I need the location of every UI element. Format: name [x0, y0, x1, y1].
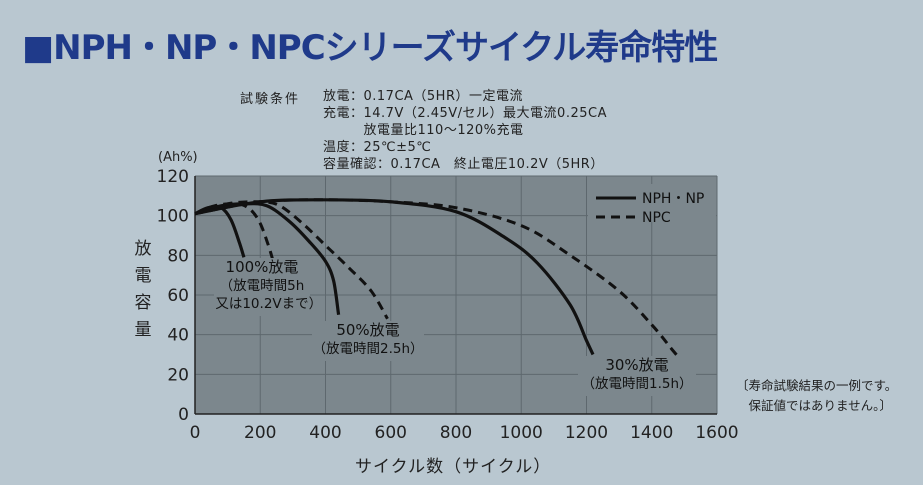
y-axis-unit: (Ah%)	[158, 150, 198, 165]
annotation-label: 100%放電	[226, 258, 299, 276]
legend-label: NPH・NP	[642, 191, 704, 207]
test-conditions-label: 試験条件	[240, 92, 301, 107]
x-axis-label: サイクル数（サイクル）	[355, 457, 552, 477]
test-conditions: 放電：0.17CA（5HR）一定電流 充電：14.7V（2.45V/セル）最大電…	[323, 88, 607, 173]
condition-line: 放電：0.17CA（5HR）一定電流	[323, 89, 523, 104]
y-axis-label: 放電容量	[134, 239, 152, 340]
y-tick-label: 0	[178, 405, 189, 425]
x-tick-label: 1200	[565, 423, 608, 443]
npc-series-line	[194, 200, 389, 320]
y-tick-label: 100	[157, 207, 189, 227]
nph-np-series-line	[194, 205, 246, 258]
annotation-label: 30%放電	[605, 356, 668, 374]
annotation-label: （放電時間5h	[220, 278, 305, 294]
y-tick-label: 60	[167, 286, 189, 306]
y-tick-label: 20	[167, 365, 189, 385]
x-tick-label: 1000	[500, 423, 543, 443]
annotation-label: 50%放電	[336, 321, 399, 339]
annotation-bg	[312, 321, 424, 361]
y-tick-label: 40	[167, 326, 189, 346]
y-tick-label: 80	[167, 246, 189, 266]
x-tick-label: 1600	[695, 423, 738, 443]
footnote-line: 〔寿命試験結果の一例です。	[736, 378, 898, 393]
chart-title: ■NPH・NP・NPCシリーズサイクル寿命特性	[22, 28, 718, 68]
legend-box	[588, 184, 716, 222]
condition-line: 温度：25℃±5℃	[323, 140, 432, 155]
legend-label: NPC	[642, 210, 671, 226]
annotation-label: （放電時間1.5h）	[581, 376, 692, 392]
x-tick-label: 200	[244, 423, 276, 443]
annotation-label: 又は10.2Vまで）	[202, 296, 322, 312]
x-tick-label: 1400	[630, 423, 673, 443]
annotation-label: （放電時間2.5h）	[312, 341, 423, 357]
condition-line: 放電量比110～120%充電	[323, 123, 524, 138]
footnote: 〔寿命試験結果の一例です。 保証値ではありません。〕	[736, 376, 897, 416]
npc-series-line	[194, 198, 680, 358]
annotation-bg	[214, 258, 310, 316]
x-tick-label: 0	[190, 423, 201, 443]
x-tick-label: 600	[375, 423, 407, 443]
condition-line: 充電：14.7V（2.45V/セル）最大電流0.25CA	[323, 106, 607, 121]
x-tick-label: 800	[440, 423, 472, 443]
annotation-bg	[578, 356, 696, 396]
condition-line: 容量確認：0.17CA 終止電圧10.2V（5HR）	[323, 157, 604, 172]
x-tick-label: 400	[309, 423, 341, 443]
footnote-line: 保証値ではありません。〕	[736, 398, 892, 413]
y-tick-label: 120	[157, 167, 189, 187]
